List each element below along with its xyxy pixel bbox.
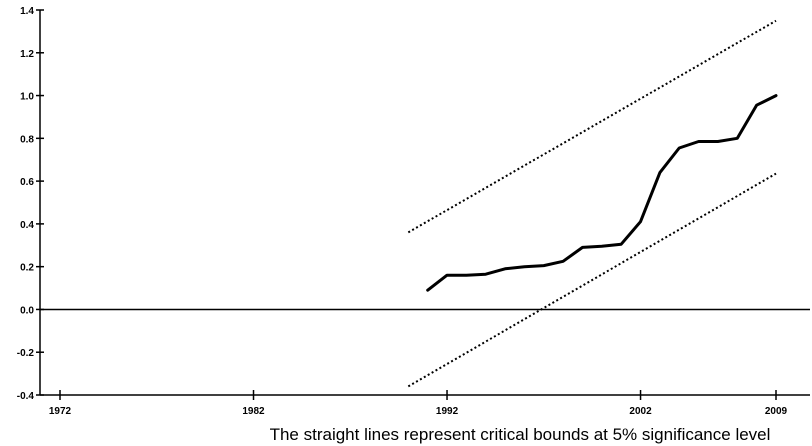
y-tick-label: 1.0	[20, 92, 34, 103]
x-tick-label: 2002	[629, 406, 652, 417]
x-ticks: 1972 1982 1992 2002 2009	[49, 390, 788, 417]
y-tick-label: 0.6	[20, 177, 34, 188]
y-tick-label: 0.8	[20, 134, 34, 145]
x-tick-label: 1972	[49, 406, 72, 417]
y-tick-label: -0.4	[17, 391, 35, 402]
chart-caption: The straight lines represent critical bo…	[270, 425, 771, 444]
upper-bound-line	[407, 19, 777, 234]
lower-bound-line	[407, 172, 777, 388]
y-tick-label: 1.2	[20, 49, 34, 60]
y-tick-label: 0.2	[20, 263, 34, 274]
y-tick-label: 0.4	[20, 220, 34, 231]
cusum-line	[426, 94, 778, 292]
x-tick-label: 1982	[242, 406, 265, 417]
y-tick-label: -0.2	[17, 348, 35, 359]
x-tick-label: 2009	[765, 406, 788, 417]
y-tick-label: 1.4	[20, 6, 34, 17]
x-tick-label: 1992	[436, 406, 459, 417]
y-ticks: -0.4 -0.2 0.0 0.2 0.4 0.6 0.8 1.0 1.2 1.4	[17, 6, 44, 402]
series-group	[407, 19, 778, 388]
y-tick-label: 0.0	[20, 305, 34, 316]
